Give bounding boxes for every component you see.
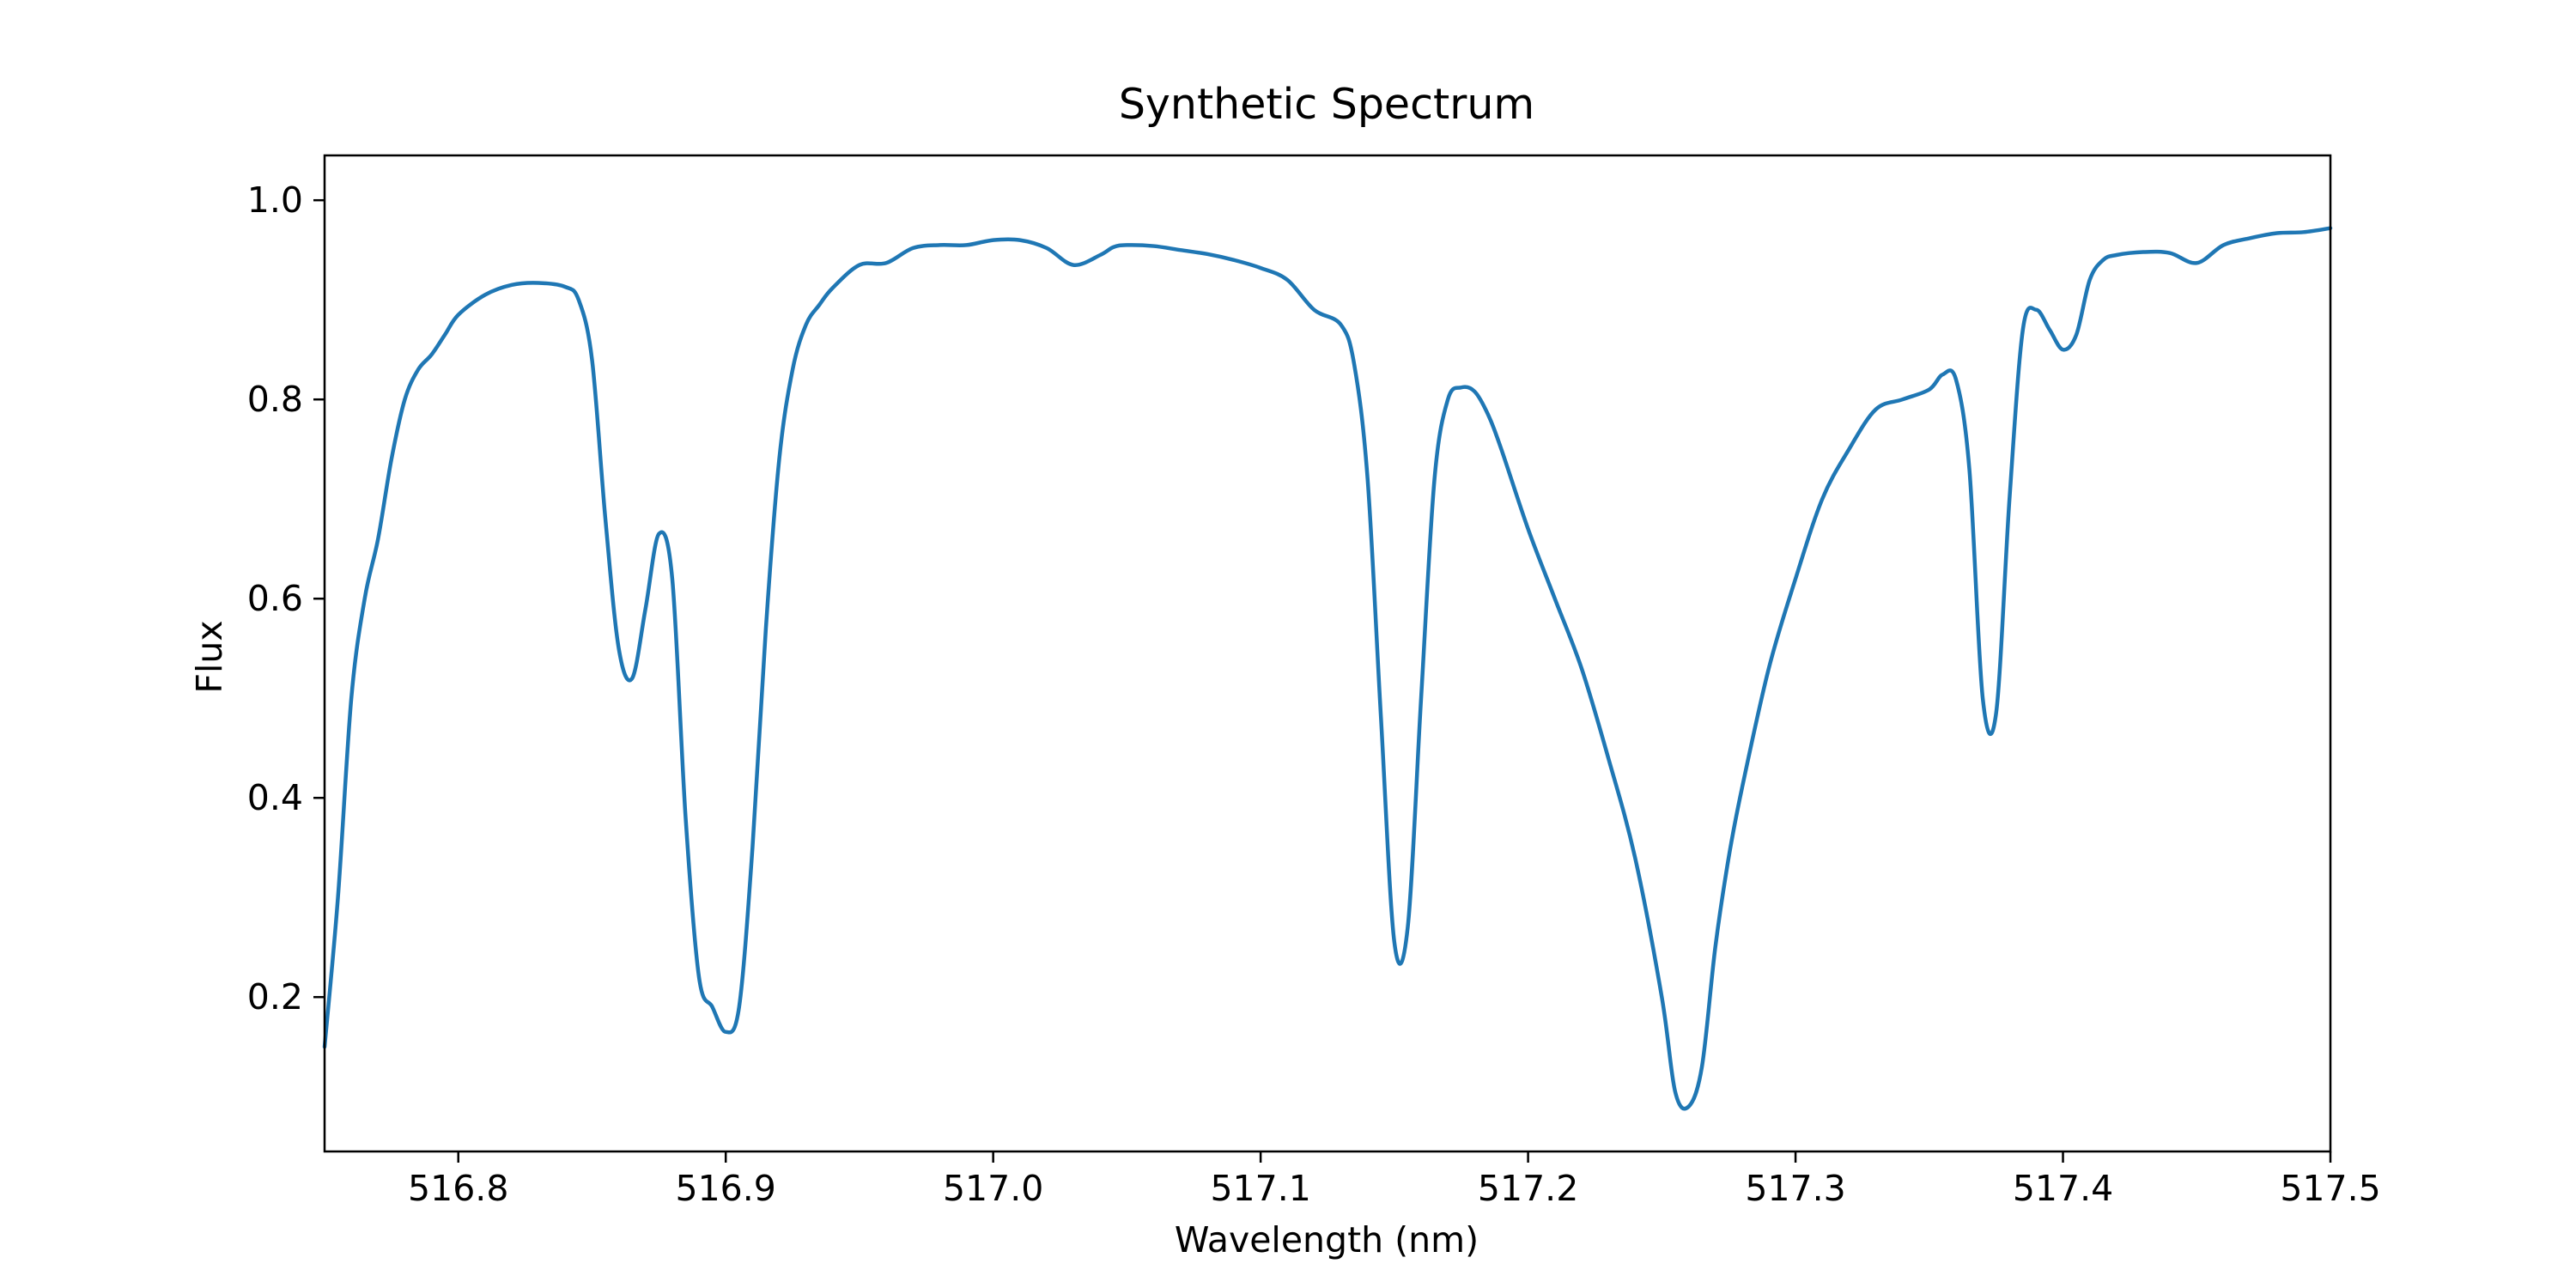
x-tick-label: 516.9 <box>676 1168 776 1209</box>
y-tick-label: 0.6 <box>247 578 303 619</box>
plot-area <box>322 226 2333 1111</box>
x-axis: 516.8 516.9 517.0 517.1 517.2 517.3 517.4 517.5 <box>408 1151 2381 1209</box>
x-tick-label: 517.3 <box>1745 1168 1845 1209</box>
axes-frame <box>323 154 2332 1153</box>
y-axis-label: Flux <box>189 620 230 693</box>
x-axis-label: Wavelength (nm) <box>1175 1219 1479 1261</box>
x-tick-label: 516.8 <box>408 1168 508 1209</box>
series-line-flux <box>322 226 2333 1111</box>
y-axis: 0.2 0.4 0.6 0.8 1.0 <box>247 179 325 1018</box>
y-tick-label: 0.8 <box>247 379 303 420</box>
y-tick-label: 1.0 <box>247 179 303 221</box>
x-tick-label: 517.0 <box>943 1168 1043 1209</box>
y-tick-label: 0.2 <box>247 976 303 1018</box>
chart-title: Synthetic Spectrum <box>1119 80 1534 129</box>
x-tick-label: 517.2 <box>1478 1168 1578 1209</box>
x-tick-label: 517.5 <box>2280 1168 2380 1209</box>
x-tick-label: 517.1 <box>1210 1168 1310 1209</box>
y-tick-label: 0.4 <box>247 777 303 818</box>
x-tick-label: 517.4 <box>2013 1168 2113 1209</box>
